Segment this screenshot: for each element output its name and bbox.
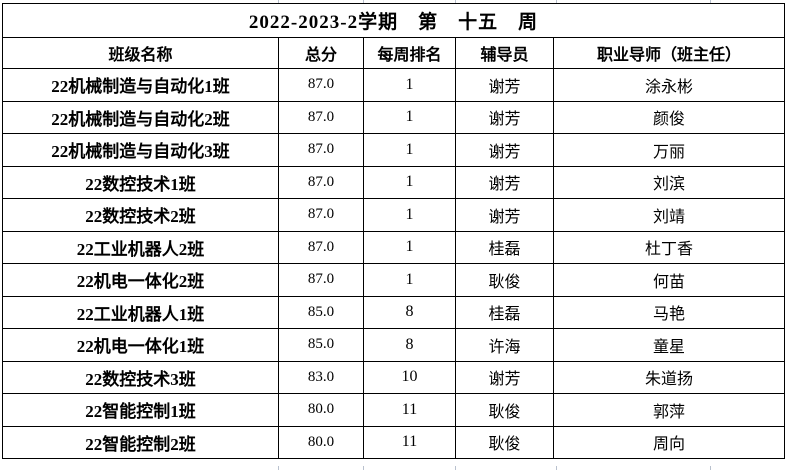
weekly-rank-cell[interactable]: 1 — [363, 165, 456, 199]
mentor-cell[interactable]: 马艳 — [553, 295, 785, 329]
class-name-cell[interactable]: 22智能控制2班 — [2, 425, 279, 459]
weekly-rank-cell[interactable]: 1 — [363, 230, 456, 264]
mentor-cell[interactable]: 杜丁香 — [553, 230, 785, 264]
table-row: 22数控技术3班 83.0 10 谢芳 朱道扬 — [2, 360, 785, 394]
gridline-tick — [455, 0, 456, 4]
mentor-cell[interactable]: 万丽 — [553, 133, 785, 167]
table-row: 22机械制造与自动化1班 87.0 1 谢芳 涂永彬 — [2, 68, 785, 102]
weekly-rank-cell[interactable]: 1 — [363, 100, 456, 134]
total-score-cell[interactable]: 87.0 — [278, 230, 364, 264]
counselor-cell[interactable]: 谢芳 — [455, 68, 554, 102]
table-row: 22机电一体化1班 85.0 8 许海 童星 — [2, 328, 785, 362]
header-row: 班级名称 总分 每周排名 辅导员 职业导师（班主任） — [2, 37, 785, 69]
mentor-cell[interactable]: 周向 — [553, 425, 785, 459]
weekly-rank-cell[interactable]: 8 — [363, 295, 456, 329]
gridline-tick — [278, 466, 279, 470]
mentor-cell[interactable]: 涂永彬 — [553, 68, 785, 102]
gridline-tick — [556, 466, 557, 470]
counselor-cell[interactable]: 桂磊 — [455, 230, 554, 264]
mentor-cell[interactable]: 刘滨 — [553, 165, 785, 199]
column-header-counselor[interactable]: 辅导员 — [455, 37, 554, 69]
counselor-cell[interactable]: 谢芳 — [455, 360, 554, 394]
weekly-rank-cell[interactable]: 11 — [363, 393, 456, 427]
mentor-cell[interactable]: 朱道扬 — [553, 360, 785, 394]
total-score-cell[interactable]: 87.0 — [278, 68, 364, 102]
counselor-cell[interactable]: 谢芳 — [455, 165, 554, 199]
weekly-rank-cell[interactable]: 1 — [363, 68, 456, 102]
counselor-cell[interactable]: 耿俊 — [455, 425, 554, 459]
counselor-cell[interactable]: 耿俊 — [455, 393, 554, 427]
total-score-cell[interactable]: 83.0 — [278, 360, 364, 394]
class-name-cell[interactable]: 22工业机器人1班 — [2, 295, 279, 329]
class-name-cell[interactable]: 22智能控制1班 — [2, 393, 279, 427]
total-score-cell[interactable]: 85.0 — [278, 295, 364, 329]
total-score-cell[interactable]: 87.0 — [278, 165, 364, 199]
weekly-rank-cell[interactable]: 10 — [363, 360, 456, 394]
mentor-cell[interactable]: 颜俊 — [553, 100, 785, 134]
total-score-cell[interactable]: 87.0 — [278, 198, 364, 232]
weekly-rank-cell[interactable]: 1 — [363, 263, 456, 297]
gridline-tick — [710, 466, 711, 470]
class-name-cell[interactable]: 22数控技术3班 — [2, 360, 279, 394]
class-name-cell[interactable]: 22机械制造与自动化2班 — [2, 100, 279, 134]
gridline-tick — [556, 0, 557, 4]
total-score-cell[interactable]: 87.0 — [278, 100, 364, 134]
weekly-rank-cell[interactable]: 1 — [363, 133, 456, 167]
table-row: 22机电一体化2班 87.0 1 耿俊 何苗 — [2, 263, 785, 297]
column-header-mentor[interactable]: 职业导师（班主任） — [553, 37, 785, 69]
counselor-cell[interactable]: 谢芳 — [455, 100, 554, 134]
gridline-tick — [363, 0, 364, 4]
weekly-ranking-table: 2022-2023-2学期 第 十五 周 班级名称 总分 每周排名 辅导员 职业… — [2, 3, 785, 459]
counselor-cell[interactable]: 桂磊 — [455, 295, 554, 329]
table-row: 22工业机器人1班 85.0 8 桂磊 马艳 — [2, 295, 785, 329]
mentor-cell[interactable]: 郭萍 — [553, 393, 785, 427]
class-name-cell[interactable]: 22工业机器人2班 — [2, 230, 279, 264]
mentor-cell[interactable]: 何苗 — [553, 263, 785, 297]
table-row: 22机械制造与自动化2班 87.0 1 谢芳 颜俊 — [2, 100, 785, 134]
gridline-tick — [278, 0, 279, 4]
gridline-tick — [710, 0, 711, 4]
counselor-cell[interactable]: 耿俊 — [455, 263, 554, 297]
table-row: 22数控技术1班 87.0 1 谢芳 刘滨 — [2, 165, 785, 199]
column-header-class-name[interactable]: 班级名称 — [2, 37, 279, 69]
weekly-rank-cell[interactable]: 11 — [363, 425, 456, 459]
table-row: 22机械制造与自动化3班 87.0 1 谢芳 万丽 — [2, 133, 785, 167]
table-row: 22数控技术2班 87.0 1 谢芳 刘靖 — [2, 198, 785, 232]
mentor-cell[interactable]: 刘靖 — [553, 198, 785, 232]
total-score-cell[interactable]: 80.0 — [278, 425, 364, 459]
counselor-cell[interactable]: 许海 — [455, 328, 554, 362]
class-name-cell[interactable]: 22机电一体化1班 — [2, 328, 279, 362]
column-header-total-score[interactable]: 总分 — [278, 37, 364, 69]
gridline-tick — [363, 466, 364, 470]
column-header-weekly-rank[interactable]: 每周排名 — [363, 37, 456, 69]
table-title[interactable]: 2022-2023-2学期 第 十五 周 — [2, 3, 785, 38]
class-name-cell[interactable]: 22数控技术1班 — [2, 165, 279, 199]
class-name-cell[interactable]: 22机械制造与自动化3班 — [2, 133, 279, 167]
total-score-cell[interactable]: 87.0 — [278, 263, 364, 297]
weekly-rank-cell[interactable]: 1 — [363, 198, 456, 232]
table-row: 22工业机器人2班 87.0 1 桂磊 杜丁香 — [2, 230, 785, 264]
class-name-cell[interactable]: 22机电一体化2班 — [2, 263, 279, 297]
class-name-cell[interactable]: 22数控技术2班 — [2, 198, 279, 232]
table-row: 22智能控制2班 80.0 11 耿俊 周向 — [2, 425, 785, 459]
total-score-cell[interactable]: 80.0 — [278, 393, 364, 427]
counselor-cell[interactable]: 谢芳 — [455, 198, 554, 232]
total-score-cell[interactable]: 87.0 — [278, 133, 364, 167]
weekly-rank-cell[interactable]: 8 — [363, 328, 456, 362]
counselor-cell[interactable]: 谢芳 — [455, 133, 554, 167]
gridline-tick — [455, 466, 456, 470]
class-name-cell[interactable]: 22机械制造与自动化1班 — [2, 68, 279, 102]
title-row: 2022-2023-2学期 第 十五 周 — [2, 3, 785, 38]
total-score-cell[interactable]: 85.0 — [278, 328, 364, 362]
mentor-cell[interactable]: 童星 — [553, 328, 785, 362]
table-row: 22智能控制1班 80.0 11 耿俊 郭萍 — [2, 393, 785, 427]
